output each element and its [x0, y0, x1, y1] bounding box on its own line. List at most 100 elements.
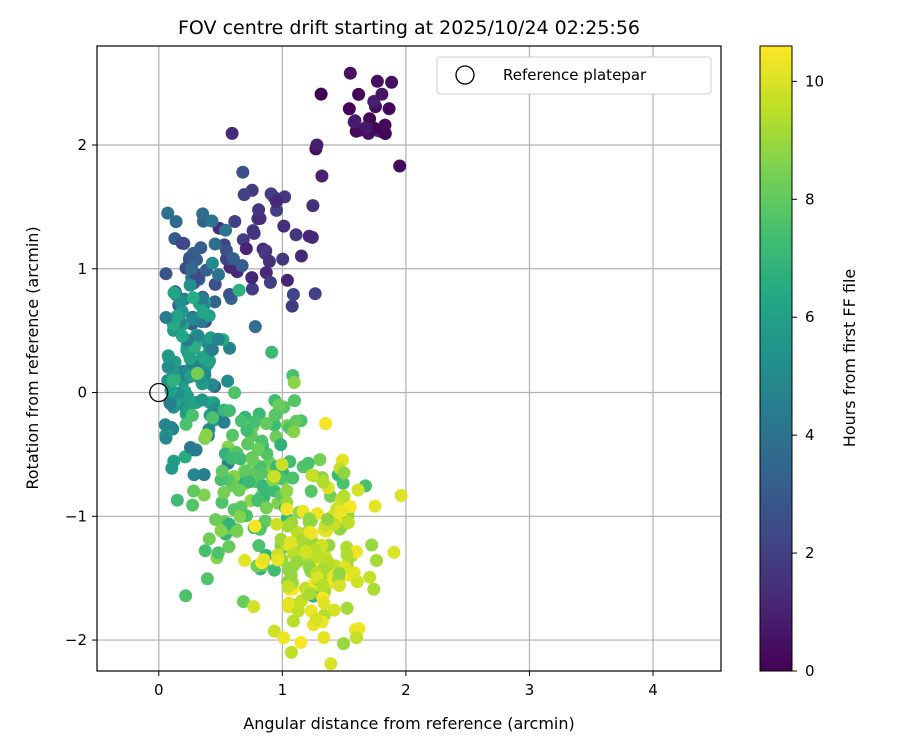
data-point: [342, 102, 356, 116]
data-point: [259, 417, 273, 430]
data-point: [304, 515, 318, 528]
data-point: [239, 242, 253, 256]
data-point: [196, 306, 210, 319]
data-point: [245, 282, 259, 296]
data-point: [228, 215, 242, 228]
colorbar-tick-label: 8: [805, 190, 815, 208]
data-point: [236, 165, 250, 179]
data-point: [385, 75, 399, 89]
data-point: [242, 475, 256, 489]
x-tick-label: 1: [278, 681, 288, 699]
data-point: [283, 536, 297, 550]
data-point: [240, 464, 254, 478]
data-point: [289, 228, 303, 242]
data-point: [183, 352, 197, 366]
data-point: [378, 118, 392, 132]
data-point: [280, 484, 294, 498]
data-point: [303, 525, 317, 539]
data-point: [248, 415, 262, 429]
data-point: [190, 366, 204, 380]
data-point: [194, 241, 208, 255]
data-point: [247, 600, 261, 614]
data-point: [170, 493, 184, 507]
data-point: [259, 501, 273, 515]
data-point: [321, 512, 335, 526]
data-point: [359, 121, 373, 135]
data-point: [309, 612, 323, 626]
data-point: [268, 408, 282, 422]
data-point: [205, 343, 219, 357]
data-point: [301, 456, 315, 470]
colorbar-tick-label: 2: [805, 544, 815, 562]
data-point: [195, 393, 209, 407]
data-point: [197, 488, 211, 502]
data-point: [270, 517, 284, 531]
data-point: [228, 386, 242, 400]
data-point: [387, 545, 401, 559]
data-point: [394, 489, 408, 502]
data-point: [222, 540, 236, 554]
data-point: [208, 237, 222, 251]
y-tick-label: 2: [77, 136, 87, 154]
data-point: [333, 579, 346, 592]
data-point: [199, 428, 213, 442]
data-point: [281, 580, 295, 594]
data-point: [303, 587, 317, 600]
legend: Reference platepar: [436, 56, 712, 95]
data-point: [282, 563, 296, 577]
data-point: [175, 329, 189, 343]
data-point: [308, 287, 322, 301]
data-point: [352, 87, 366, 101]
axis-ticks: 0 1 2 3 4 −2 −1 0 1 2: [65, 136, 658, 699]
grid-lines: [97, 46, 721, 671]
data-point: [197, 468, 211, 482]
data-point: [337, 637, 350, 651]
data-point: [165, 461, 179, 475]
data-point: [211, 546, 225, 560]
data-point: [196, 207, 210, 221]
data-point: [368, 499, 382, 513]
data-point: [336, 476, 350, 490]
data-point: [347, 115, 361, 129]
data-point: [290, 555, 304, 569]
data-point: [289, 414, 303, 428]
data-point: [294, 636, 308, 649]
data-point: [316, 579, 330, 592]
data-point: [271, 553, 285, 567]
data-point: [263, 275, 277, 289]
legend-marker-reference: [455, 65, 475, 85]
colorbar-tick-label: 0: [805, 662, 815, 680]
x-tick-label: 4: [648, 681, 658, 699]
data-point: [334, 504, 348, 518]
data-point: [288, 394, 301, 408]
data-point: [196, 350, 210, 364]
data-point: [246, 453, 260, 467]
data-point: [175, 236, 189, 250]
colorbar-tick-label: 10: [805, 72, 824, 90]
data-point: [252, 203, 266, 217]
data-point: [215, 495, 229, 509]
data-point: [230, 524, 244, 538]
data-point: [247, 226, 261, 240]
data-point: [202, 532, 216, 546]
colorbar: 0 2 4 6 8 10 Hours from first FF file: [759, 45, 859, 680]
data-point: [265, 345, 279, 359]
data-point: [169, 215, 183, 229]
data-point: [185, 261, 199, 275]
data-point: [205, 256, 219, 270]
data-point: [234, 414, 248, 428]
data-point: [317, 596, 331, 610]
data-point: [277, 631, 291, 645]
data-point: [370, 74, 384, 88]
data-point: [343, 66, 357, 80]
data-point: [393, 159, 407, 173]
data-point: [161, 360, 175, 374]
data-point: [159, 311, 173, 324]
data-point: [166, 374, 180, 388]
data-point: [287, 376, 301, 389]
data-point: [291, 604, 305, 618]
data-point: [305, 468, 319, 482]
x-tick-label: 2: [401, 681, 411, 699]
colorbar-tick-label: 6: [805, 308, 815, 326]
